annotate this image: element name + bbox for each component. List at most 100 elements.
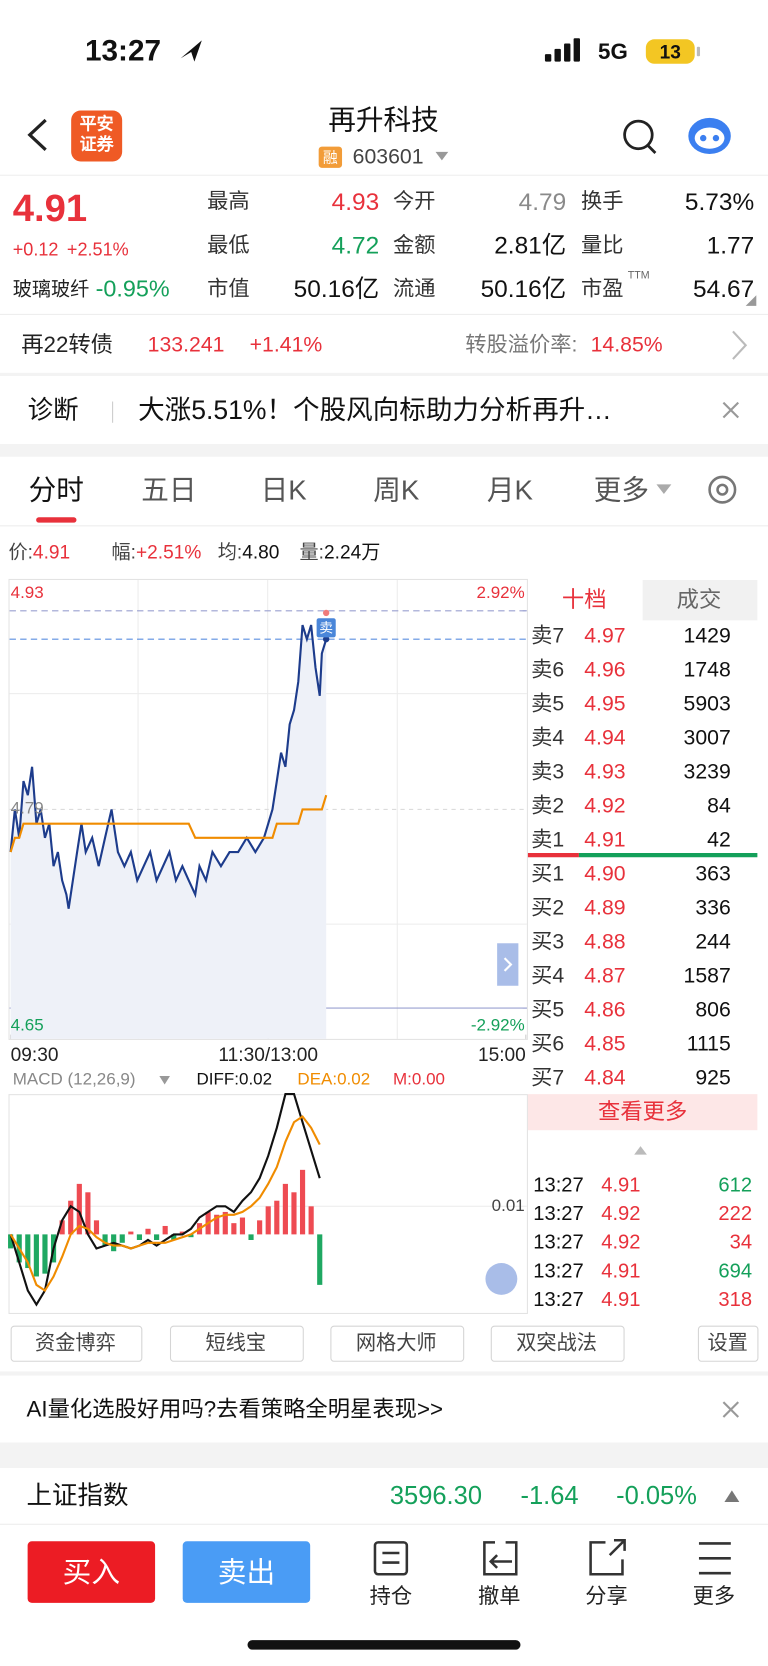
macd-bar [102,1234,108,1246]
macd-dropdown[interactable] [159,1076,170,1085]
summary-label: 价: [8,541,33,563]
macd-bar [257,1220,263,1235]
trade-price: 4.91 [601,1174,641,1197]
book-volume: 925 [695,1066,731,1090]
book-volume: 84 [707,794,731,818]
index-toggle[interactable] [724,1490,740,1503]
more-dropdown[interactable] [656,484,672,494]
book-label: 买6 [531,1032,565,1056]
chart-tab[interactable]: 分时 [28,473,84,506]
assistant-icon[interactable] [688,117,731,155]
macd-bar [136,1234,142,1240]
macd-bar [274,1200,280,1235]
book-label: 卖3 [531,760,565,784]
sector-change: -0.95% [95,275,170,302]
close-icon[interactable] [722,1401,740,1418]
diagnosis-text[interactable]: 大涨5.51%！个股风向标助力分析再升… [138,395,612,426]
macd-bar [222,1211,228,1235]
sector-name: 玻璃玻纤 [12,278,90,300]
corner-mark [745,295,757,306]
trade-dot [322,609,330,617]
trade-time: 13:27 [533,1202,584,1226]
book-label: 买4 [531,964,565,988]
nav-label[interactable]: 分享 [585,1584,628,1609]
back-icon[interactable] [27,118,47,151]
nav-label[interactable]: 撤单 [478,1584,521,1609]
diff-line [9,1093,321,1307]
trade-marker-text: 卖 [319,619,334,636]
sell-label[interactable]: 卖出 [217,1556,276,1589]
macd-bar [248,1234,254,1240]
code-dropdown[interactable] [435,151,449,161]
y2-tick-label: 2.92% [476,584,525,603]
book-label: 买3 [531,930,565,954]
book-volume: 1429 [683,624,731,648]
book-volume: 806 [695,998,731,1022]
expand-arrow [503,957,513,972]
chart-tab[interactable]: 日K [260,473,307,506]
book-price: 4.86 [584,998,626,1022]
macd-bar [85,1192,91,1235]
tool-button[interactable]: 资金博弈 [35,1332,116,1355]
book-label: 卖4 [531,726,565,750]
macd-bar [162,1225,168,1235]
stock-code: 603601 [352,145,424,169]
macd-bar [171,1234,177,1240]
tool-button[interactable]: 短线宝 [205,1332,267,1355]
tool-button[interactable]: 网格大师 [355,1332,437,1355]
stat-label: 量比 [581,233,624,258]
last-price: 4.91 [12,185,88,230]
buy-label[interactable]: 买入 [62,1556,121,1589]
sell-button[interactable] [182,1541,311,1603]
more-bg [527,1094,758,1131]
macd-bar [33,1234,39,1277]
book-label: 买1 [531,862,565,886]
broker-logo-text: 证券 [79,135,114,155]
book-label: 买2 [531,896,565,920]
book-volume: 1587 [683,964,731,988]
trade-volume: 222 [718,1202,753,1226]
network: 5G [598,39,628,65]
settings-icon[interactable] [708,475,737,504]
chart-tab[interactable]: 五日 [141,473,197,506]
last-point [322,635,330,643]
battery-level: 13 [659,41,681,63]
chart-tab[interactable]: 更多 [593,473,650,506]
expand-tab[interactable] [497,943,519,986]
stat-value: 4.79 [518,187,567,216]
chevron[interactable] [732,330,748,360]
book-label: 卖6 [531,658,565,682]
ad-text[interactable]: AI量化选股好用吗?去看策略全明星表现>> [26,1397,444,1422]
view-more[interactable]: 查看更多 [598,1099,688,1125]
book-price: 4.87 [584,964,626,988]
divider [0,1371,768,1376]
buy-button[interactable] [27,1541,156,1603]
stat-value: 2.81亿 [494,231,567,259]
divider [0,372,768,377]
zoom-icon[interactable] [485,1263,518,1295]
nav-label[interactable]: 更多 [692,1584,736,1609]
book-tab[interactable]: 成交 [676,587,722,613]
macd-bar [265,1206,271,1235]
tool-frames [10,1325,759,1362]
close-icon[interactable] [722,401,740,419]
index-change-pct: -0.05% [616,1481,697,1511]
book-tab[interactable]: 十档 [561,587,607,613]
chart-tab[interactable]: 月K [486,473,533,506]
bond-change: +1.41% [249,333,323,357]
nav-label[interactable]: 持仓 [369,1584,413,1609]
trade-time: 13:27 [533,1174,584,1197]
collapse-icon[interactable] [634,1146,647,1155]
margin-badge: 融 [322,148,338,166]
search-icon[interactable] [623,119,654,151]
y-tick-label: 4.93 [10,584,44,603]
tool-button[interactable]: 双突战法 [516,1332,597,1355]
chart-tab[interactable]: 周K [373,473,420,506]
active-tab-underline [36,517,77,523]
tool-button[interactable]: 设置 [707,1332,748,1355]
y-tick-label: 4.79 [10,799,44,818]
stat-label: 市盈 [581,277,624,301]
indicator-label: M: [393,1070,412,1089]
summary-label: 量: [299,541,324,563]
summary-label: 幅: [111,541,136,563]
